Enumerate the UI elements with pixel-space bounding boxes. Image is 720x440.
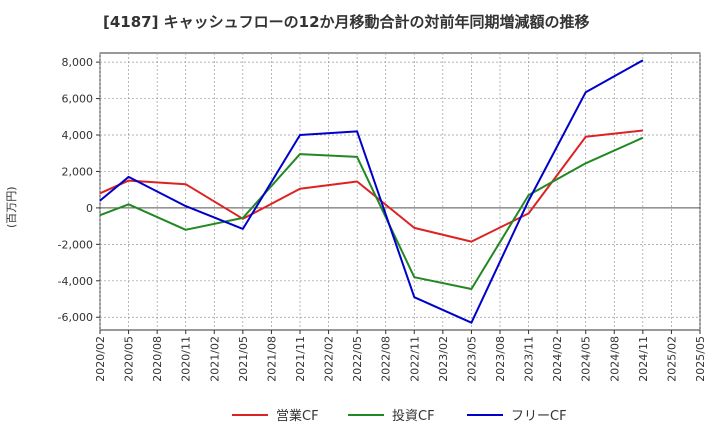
x-tick-label: 2020/05 bbox=[123, 336, 136, 382]
x-tick-label: 2023/08 bbox=[494, 336, 507, 382]
series-line-2 bbox=[99, 59, 644, 324]
series-line-1 bbox=[99, 136, 644, 290]
x-tick-label: 2022/05 bbox=[351, 336, 364, 382]
x-axis-ticks: 2020/02 2020/05 2020/08 2020/11 2021/02 2021/… bbox=[94, 330, 707, 382]
y-tick-label: 2,000 bbox=[62, 165, 94, 178]
x-tick-label: 2023/11 bbox=[523, 336, 536, 382]
y-axis-ticks: 8,000 6,000 4,000 2,000 0 -2,000 -4,000 -6,000 bbox=[58, 56, 100, 324]
x-tick-label: 2022/08 bbox=[380, 336, 393, 382]
x-tick-label: 2020/02 bbox=[94, 336, 107, 382]
x-tick-label: 2021/08 bbox=[265, 336, 278, 382]
legend: 営業CF 投資CF フリーCF bbox=[232, 408, 567, 424]
y-tick-label: -6,000 bbox=[58, 311, 93, 324]
y-tick-label: 0 bbox=[86, 202, 93, 215]
plot-area bbox=[99, 52, 701, 331]
x-tick-label: 2024/05 bbox=[580, 336, 593, 382]
legend-label: フリーCF bbox=[511, 409, 567, 424]
series-lines bbox=[99, 59, 644, 324]
x-tick-label: 2020/11 bbox=[180, 336, 193, 382]
y-tick-label: 8,000 bbox=[62, 56, 94, 69]
x-tick-label: 2024/08 bbox=[608, 336, 621, 382]
series-line-0 bbox=[99, 129, 644, 243]
y-tick-label: 4,000 bbox=[62, 129, 94, 142]
x-tick-label: 2023/05 bbox=[465, 336, 478, 382]
x-tick-label: 2022/11 bbox=[408, 336, 421, 382]
x-tick-label: 2021/11 bbox=[294, 336, 307, 382]
x-tick-label: 2021/05 bbox=[237, 336, 250, 382]
x-tick-label: 2025/05 bbox=[694, 336, 707, 382]
y-tick-label: 6,000 bbox=[62, 93, 94, 106]
x-tick-label: 2024/11 bbox=[637, 336, 650, 382]
legend-label: 営業CF bbox=[276, 408, 319, 424]
x-tick-label: 2021/02 bbox=[208, 336, 221, 382]
x-tick-label: 2022/02 bbox=[323, 336, 336, 382]
x-tick-label: 2023/02 bbox=[437, 336, 450, 382]
chart-title: [4187] キャッシュフローの12か月移動合計の対前年同期増減額の推移 bbox=[103, 13, 590, 31]
x-tick-label: 2025/02 bbox=[665, 336, 678, 382]
x-tick-label: 2020/08 bbox=[151, 336, 164, 382]
y-tick-label: -2,000 bbox=[58, 238, 93, 251]
legend-label: 投資CF bbox=[392, 408, 435, 424]
x-tick-label: 2024/02 bbox=[551, 336, 564, 382]
y-tick-label: -4,000 bbox=[58, 275, 93, 288]
